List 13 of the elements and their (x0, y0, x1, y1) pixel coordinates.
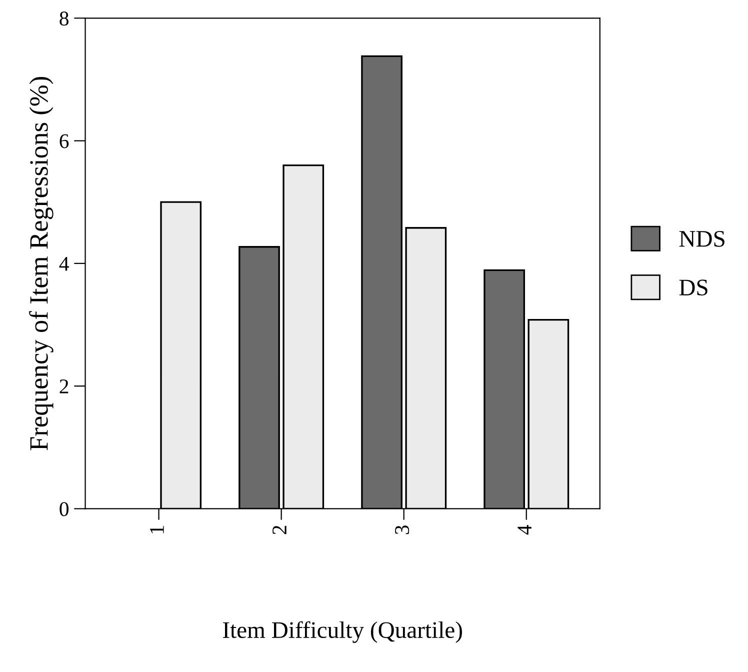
x-tick-label: 1 (150, 526, 164, 534)
y-tick-label: 4 (59, 256, 69, 271)
y-tick-label: 2 (60, 379, 68, 394)
legend-label: DS (679, 280, 708, 296)
legend-label: NDS (679, 230, 724, 247)
y-tick-label: 0 (60, 502, 69, 516)
y-axis-title: Frequency of Item Regressions (%) (29, 76, 54, 450)
y-tick-label: 6 (60, 134, 69, 148)
x-tick-label: 4 (518, 525, 532, 535)
x-axis-title: Item Difficulty (Quartile) (223, 621, 462, 643)
x-tick-label: 3 (395, 525, 410, 534)
y-tick-label: 8 (60, 12, 69, 26)
x-tick-label: 2 (272, 526, 286, 534)
